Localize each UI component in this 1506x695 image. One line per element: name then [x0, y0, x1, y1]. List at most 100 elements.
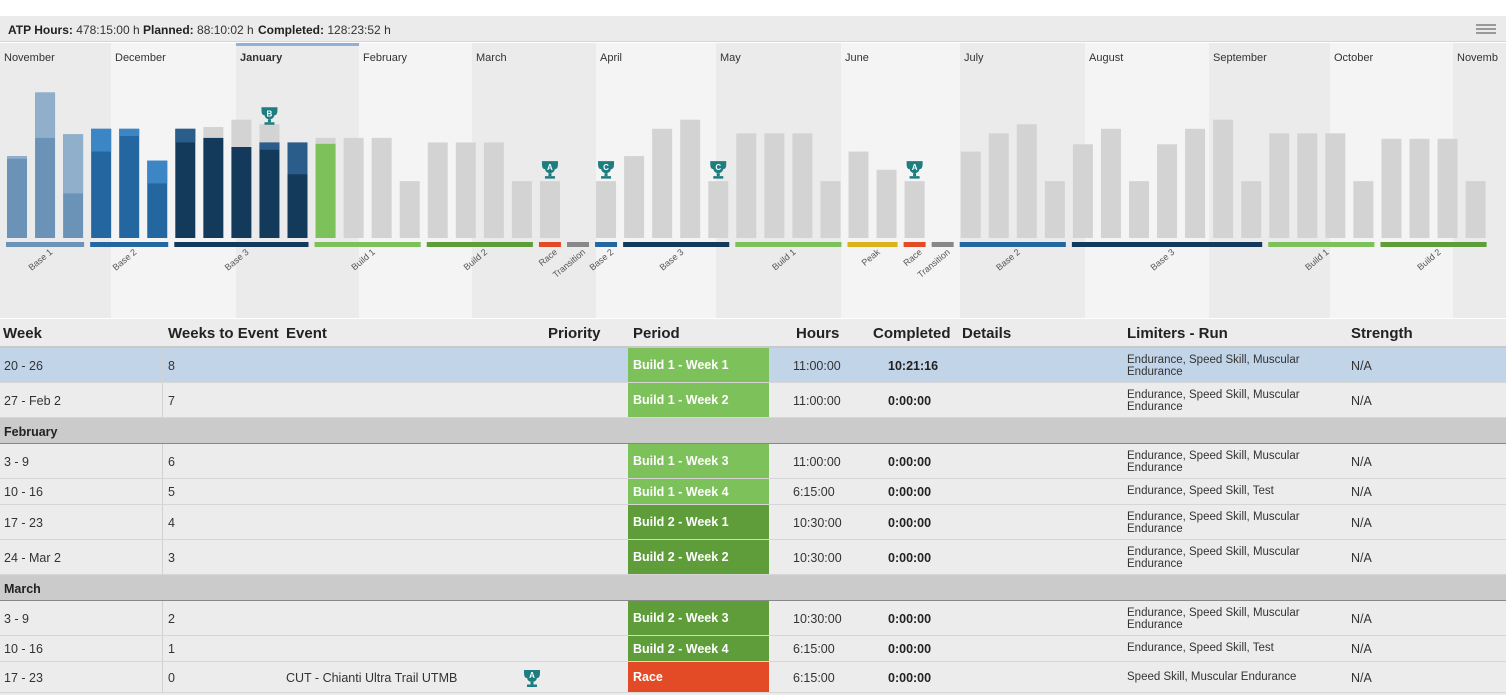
period-bar[interactable] — [6, 242, 85, 247]
period-bar[interactable] — [847, 242, 898, 247]
period-bar[interactable] — [426, 242, 533, 247]
planned-bar[interactable] — [427, 142, 448, 238]
planned-bar[interactable] — [876, 169, 897, 238]
table-row[interactable]: 27 - Feb 2 7 Build 1 - Week 2 11:00:00 0:00:… — [0, 383, 1506, 418]
planned-bar[interactable] — [848, 151, 869, 238]
period-bar[interactable] — [931, 242, 954, 247]
trophy-icon[interactable] — [598, 161, 615, 174]
table-row[interactable]: 10 - 16 5 Build 1 - Week 4 6:15:00 0:00:00 En… — [0, 479, 1506, 505]
planned-bar[interactable] — [596, 181, 617, 238]
period-bar[interactable] — [623, 242, 730, 247]
current-week-bar[interactable] — [315, 143, 336, 238]
period-bar[interactable] — [595, 242, 618, 247]
planned-bar[interactable] — [539, 181, 560, 238]
period-cell: Build 2 - Week 4 — [628, 636, 769, 661]
table-row[interactable]: 24 - Mar 2 3 Build 2 - Week 2 10:30:00 0:00:… — [0, 540, 1506, 575]
completed-bar[interactable] — [259, 142, 280, 238]
planned-bar[interactable] — [624, 156, 645, 238]
planned-bar[interactable] — [399, 181, 420, 238]
month-label-november: November — [4, 52, 55, 64]
planned-bar[interactable] — [680, 119, 701, 238]
period-bar[interactable] — [567, 242, 589, 247]
planned-bar[interactable] — [1465, 181, 1486, 238]
completed-bar[interactable] — [175, 128, 196, 238]
trophy-icon[interactable] — [541, 161, 558, 174]
strength-cell: N/A — [1351, 454, 1372, 469]
header-period[interactable]: Period — [633, 325, 680, 342]
completed-bar[interactable] — [231, 147, 252, 238]
period-bar[interactable] — [90, 242, 169, 247]
header-event[interactable]: Event — [286, 325, 327, 342]
period-bar[interactable] — [959, 242, 1066, 247]
planned-bar[interactable] — [1269, 133, 1290, 238]
planned-bar[interactable] — [343, 137, 364, 238]
planned-bar[interactable] — [904, 181, 925, 238]
header-weeks-to-event[interactable]: Weeks to Event — [168, 325, 279, 342]
trophy-icon[interactable] — [906, 161, 923, 174]
completed-bar[interactable] — [91, 128, 112, 238]
header-priority[interactable]: Priority — [548, 325, 601, 342]
planned-bar[interactable] — [960, 151, 981, 238]
planned-bar[interactable] — [1213, 119, 1234, 238]
completed-bar[interactable] — [7, 156, 27, 238]
table-row[interactable]: 10 - 16 1 Build 2 - Week 4 6:15:00 0:00:00 En… — [0, 636, 1506, 662]
table-row[interactable]: 20 - 26 8 Build 1 - Week 1 11:00:00 10:21:16… — [0, 348, 1506, 383]
planned-bar[interactable] — [1072, 144, 1093, 238]
planned-bar[interactable] — [1381, 138, 1402, 238]
table-row[interactable]: 3 - 9 6 Build 1 - Week 3 11:00:00 0:00:00 End… — [0, 444, 1506, 479]
planned-bar[interactable] — [1297, 133, 1318, 238]
planned-bar[interactable] — [1157, 144, 1178, 238]
trophy-icon[interactable] — [261, 107, 278, 120]
weeks-to-event-cell: 2 — [168, 611, 175, 626]
planned-bar[interactable] — [371, 137, 392, 238]
planned-bar[interactable] — [1241, 181, 1262, 238]
table-row[interactable]: 17 - 23 0 CUT - Chianti Ultra Trail UTMB A R… — [0, 662, 1506, 693]
month-group-row[interactable]: March — [0, 575, 1506, 601]
completed-cell: 10:21:16 — [888, 358, 939, 373]
period-bar[interactable] — [174, 242, 309, 247]
planned-bar[interactable] — [511, 181, 532, 238]
planned-bar[interactable] — [1129, 181, 1149, 238]
planned-bar[interactable] — [231, 119, 252, 147]
planned-bar[interactable] — [652, 128, 673, 238]
planned-bar[interactable] — [988, 133, 1009, 238]
period-bar[interactable] — [735, 242, 842, 247]
priority-trophy-icon[interactable]: A — [522, 668, 542, 691]
completed-bar[interactable] — [119, 128, 140, 238]
period-bar[interactable] — [1071, 242, 1263, 247]
planned-bar[interactable] — [1185, 128, 1206, 238]
planned-bar[interactable] — [736, 133, 757, 238]
period-bar[interactable] — [1268, 242, 1375, 247]
trophy-icon[interactable] — [710, 161, 727, 174]
completed-bar[interactable] — [203, 137, 224, 238]
month-group-row[interactable]: February — [0, 418, 1506, 444]
header-completed[interactable]: Completed — [873, 325, 951, 342]
planned-bar[interactable] — [1325, 133, 1346, 238]
header-limiters[interactable]: Limiters - Run — [1127, 325, 1228, 342]
table-row[interactable]: 3 - 9 2 Build 2 - Week 3 10:30:00 0:00:00 End… — [0, 601, 1506, 636]
planned-bar[interactable] — [1353, 181, 1374, 238]
planned-bar[interactable] — [1409, 138, 1430, 238]
table-row[interactable]: 17 - 23 4 Build 2 - Week 1 10:30:00 0:00:00 E… — [0, 505, 1506, 540]
planned-bar[interactable] — [203, 126, 224, 138]
planned-bar[interactable] — [1044, 181, 1065, 238]
header-week[interactable]: Week — [3, 325, 42, 342]
header-hours[interactable]: Hours — [796, 325, 840, 342]
planned-bar[interactable] — [259, 124, 280, 143]
planned-bar[interactable] — [792, 133, 813, 238]
planned-bar[interactable] — [1437, 138, 1458, 238]
header-strength[interactable]: Strength — [1351, 325, 1413, 342]
planned-bar[interactable] — [764, 133, 785, 238]
planned-bar[interactable] — [455, 142, 476, 238]
period-bar[interactable] — [903, 242, 926, 247]
header-details[interactable]: Details — [962, 325, 1012, 342]
period-bar[interactable] — [1380, 242, 1487, 247]
planned-bar[interactable] — [1100, 128, 1121, 238]
hamburger-menu-icon[interactable] — [1476, 24, 1496, 34]
planned-bar[interactable] — [820, 181, 841, 238]
period-bar[interactable] — [538, 242, 561, 247]
planned-bar[interactable] — [483, 142, 504, 238]
period-bar[interactable] — [314, 242, 421, 247]
planned-bar[interactable] — [1016, 124, 1037, 238]
planned-bar[interactable] — [708, 181, 729, 238]
